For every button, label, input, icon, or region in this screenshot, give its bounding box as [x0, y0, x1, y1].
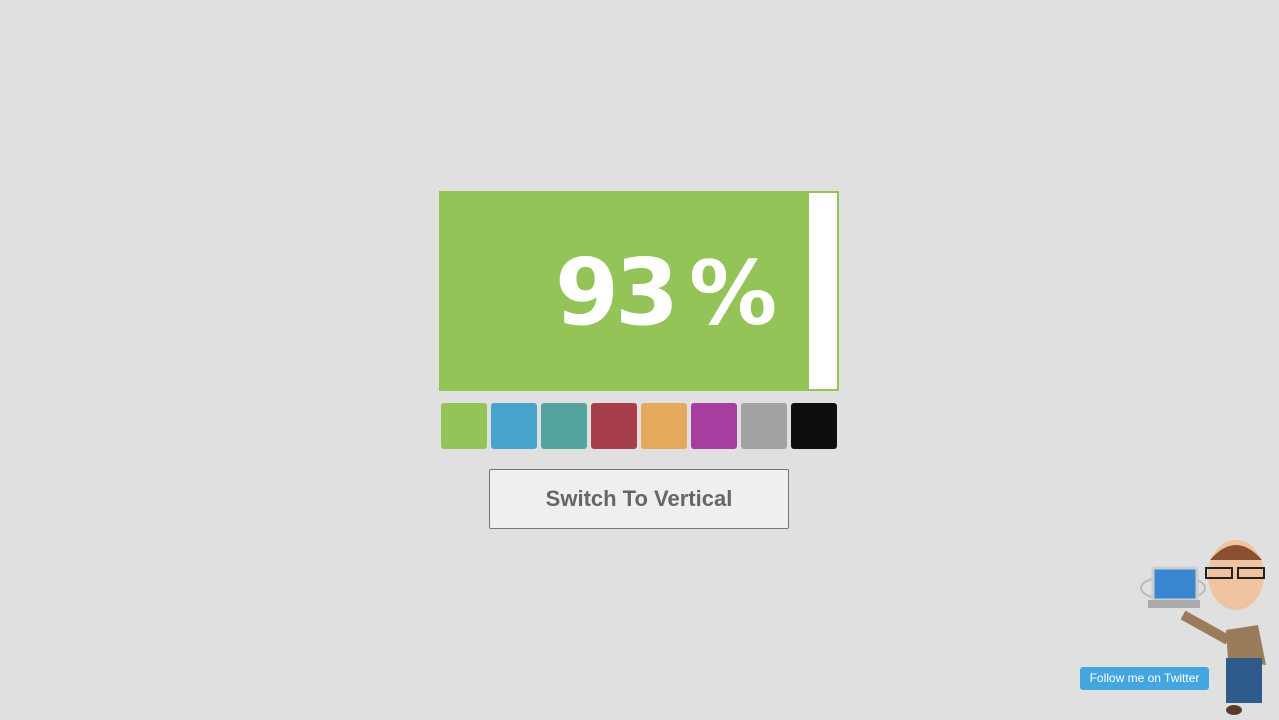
color-swatches [441, 403, 837, 449]
progress-bar: 93% [439, 191, 839, 391]
color-swatch-purple[interactable] [691, 403, 737, 449]
color-swatch-green[interactable] [441, 403, 487, 449]
color-swatch-orange[interactable] [641, 403, 687, 449]
switch-to-vertical-button[interactable]: Switch To Vertical [489, 469, 789, 529]
color-swatch-teal[interactable] [541, 403, 587, 449]
progress-percent: 93% [555, 247, 777, 340]
color-swatch-red[interactable] [591, 403, 637, 449]
color-swatch-gray[interactable] [741, 403, 787, 449]
follow-twitter-button[interactable]: Follow me on Twitter [1080, 667, 1209, 690]
progress-fill [441, 193, 810, 389]
color-swatch-black[interactable] [791, 403, 837, 449]
mascot-illustration [1140, 540, 1266, 715]
progress-value: 93 [555, 239, 679, 346]
color-swatch-blue[interactable] [491, 403, 537, 449]
progress-unit: % [689, 242, 777, 345]
